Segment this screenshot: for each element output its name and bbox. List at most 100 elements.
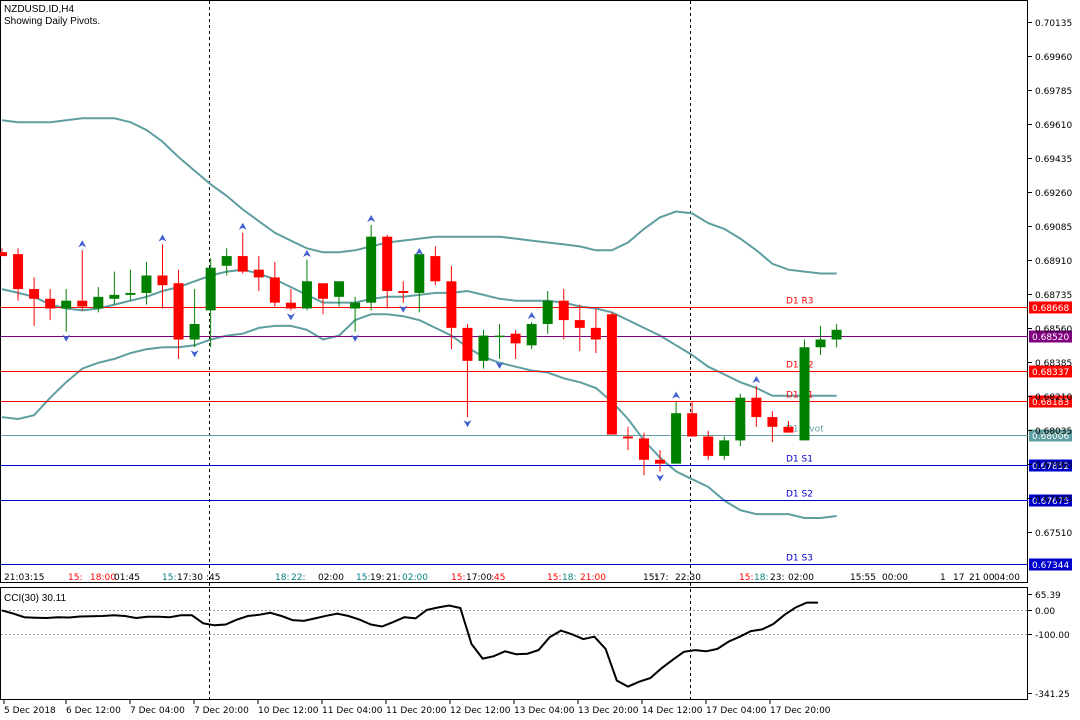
price-axis: 0.70135 0.69960 0.69785 0.69610 0.69435 0.692… — [1028, 19, 1072, 539]
pivot-price-tag — [1029, 301, 1072, 314]
bear-candle — [783, 426, 794, 433]
session-time-label: :45 — [206, 573, 220, 583]
pivot-price-tag — [1029, 365, 1072, 378]
session-time-label: 18: — [754, 573, 768, 583]
price-tick-label: 0.68035 — [1035, 427, 1072, 437]
price-tick-label: 0.69960 — [1035, 53, 1072, 63]
time-tick-label: 12 Dec 12:00 — [450, 706, 511, 716]
pivot-price-text: 0.67852 — [1032, 462, 1069, 472]
bear-candle — [639, 438, 649, 460]
time-tick-label: 17 Dec 20:00 — [770, 706, 831, 716]
pivot-price-tag — [1029, 459, 1072, 472]
bear-candle — [590, 327, 601, 340]
cci-title: CCI(30) 30.11 — [4, 593, 67, 604]
session-time-label: 01:45 — [114, 573, 140, 583]
session-time-label: 21:03:15 — [4, 573, 44, 583]
time-tick-label: 14 Dec 12:00 — [642, 706, 703, 716]
pivot-price-tag — [1029, 429, 1072, 442]
bear-candle — [13, 254, 24, 290]
bear-candle — [45, 298, 56, 309]
bull-candle — [735, 397, 746, 441]
pivot-label: D1 R3 — [786, 297, 814, 307]
bull-candle — [334, 281, 345, 297]
price-tick-label: 0.67860 — [1035, 461, 1072, 471]
time-tick-label: 17 Dec 04:00 — [706, 706, 767, 716]
bear-candle — [157, 275, 168, 286]
session-time-label: 1 — [940, 573, 946, 583]
bull-candle — [799, 347, 810, 441]
bear-candle — [0, 252, 7, 257]
session-time-label: 18: — [275, 573, 289, 583]
session-time-label: 18: — [562, 573, 576, 583]
session-time-label: 15: — [356, 573, 370, 583]
bull-candle — [494, 335, 505, 338]
cci-line — [1, 601, 818, 688]
session-time-label: 15: — [739, 573, 753, 583]
cci-indicator: 65.39 0.00 -100.00 -341.25 — [1, 591, 1070, 700]
session-time-label: 21: — [386, 573, 400, 583]
bollinger-lower-band — [1, 313, 837, 519]
cci-tick-label: -341.25 — [1035, 690, 1070, 700]
bull-candle — [414, 254, 425, 293]
session-time-label: 17: — [654, 573, 668, 583]
bear-candle — [318, 283, 328, 299]
bull-candle — [141, 275, 152, 293]
session-time-label: 00:00 — [882, 573, 908, 583]
time-tick-label: 7 Dec 04:00 — [130, 706, 185, 716]
fractal-up-arrow — [302, 249, 311, 257]
bull-candle — [93, 296, 104, 309]
fractal-down-arrow — [286, 313, 295, 321]
time-tick-label: 13 Dec 04:00 — [514, 706, 575, 716]
time-tick-label: 6 Dec 12:00 — [66, 706, 121, 716]
fractal-up-arrow — [527, 312, 536, 320]
fractal-up-arrow — [752, 376, 761, 384]
pivot-label: D1 S3 — [786, 554, 813, 564]
pivot-price-text: 0.67344 — [1032, 561, 1069, 571]
pivot-price-text: 0.68668 — [1032, 304, 1069, 314]
price-tick-label: 0.69260 — [1035, 189, 1072, 199]
price-tick-label: 0.70135 — [1035, 19, 1072, 29]
bear-candle — [687, 413, 698, 437]
bear-candle — [606, 314, 617, 435]
current-price-tag — [1029, 330, 1072, 343]
bear-candle — [173, 283, 184, 340]
fractal-up-arrow — [367, 215, 376, 223]
bear-candle — [237, 256, 248, 272]
fractal-down-arrow — [190, 350, 199, 358]
bear-candle — [29, 289, 40, 299]
time-tick-label: 10 Dec 12:00 — [258, 706, 319, 716]
session-time-label: :45 — [491, 573, 505, 583]
session-time-label: 04:00 — [994, 573, 1020, 583]
price-tick-label: 0.68910 — [1035, 257, 1072, 267]
price-tick-label: 0.68385 — [1035, 359, 1072, 369]
price-tick-label: 0.69435 — [1035, 155, 1072, 165]
time-tick-label: 11 Dec 04:00 — [322, 706, 383, 716]
fractal-down-arrow — [463, 420, 472, 428]
time-tick-label: 7 Dec 20:00 — [194, 706, 249, 716]
current-price-text: 0.68520 — [1032, 333, 1069, 343]
bear-candle — [430, 256, 441, 282]
session-time-label: 17:30 — [177, 573, 203, 583]
bear-candle — [703, 436, 714, 456]
session-time-label: 15: — [643, 573, 657, 583]
time-tick-label: 11 Dec 20:00 — [386, 706, 447, 716]
session-time-label: 02:00 — [318, 573, 344, 583]
bull-candle — [221, 256, 232, 266]
session-time-label: 15: — [68, 573, 82, 583]
time-tick-label: 5 Dec 2018 — [4, 706, 56, 716]
bear-candle — [253, 269, 264, 278]
pivot-price-text: 0.68337 — [1032, 368, 1069, 378]
session-time-label: 17:00 — [466, 573, 492, 583]
symbol-title: NZDUSD.ID,H4 — [4, 4, 74, 15]
bull-candle — [205, 267, 216, 311]
session-time-label: 22:30 — [675, 573, 701, 583]
pivot-label: D1 S2 — [786, 490, 813, 500]
pivot-label: D1 S1 — [786, 455, 813, 465]
time-tick-label: 13 Dec 20:00 — [578, 706, 639, 716]
bear-candle — [574, 320, 585, 328]
bear-candle — [77, 300, 88, 307]
fractal-down-arrow — [399, 305, 408, 313]
bull-candle — [671, 413, 682, 464]
session-time-label: 15:55 — [850, 573, 876, 583]
